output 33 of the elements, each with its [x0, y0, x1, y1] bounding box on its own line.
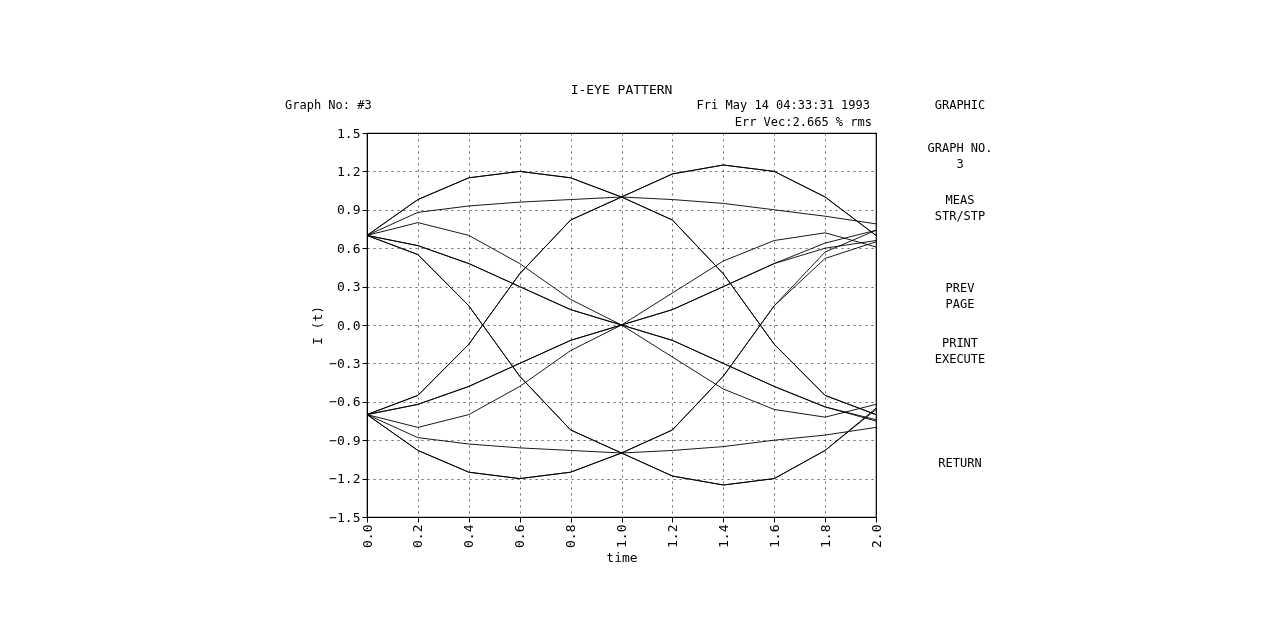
- y-tick-label: 0.9: [337, 202, 361, 218]
- y-tick-label: 0.0: [337, 317, 361, 333]
- y-tick-label: 0.6: [337, 240, 361, 256]
- text: RETURN: [938, 456, 982, 470]
- y-tick-label: −1.2: [329, 471, 361, 487]
- x-tick-label: 1.0: [614, 524, 629, 548]
- text: Err Vec:2.665 % rms: [734, 115, 872, 129]
- text: Fri May 14 04:33:31 1993: [696, 98, 870, 112]
- y-tick-label: −0.9: [329, 432, 361, 448]
- text: MEAS STR/STP: [934, 193, 986, 223]
- x-tick-label: 1.6: [766, 524, 782, 548]
- x-tick-label: 2.0: [868, 524, 884, 548]
- x-tick-label: 1.8: [817, 524, 833, 548]
- x-tick-label: 1.4: [715, 524, 731, 548]
- y-tick-label: −1.5: [329, 509, 361, 525]
- x-tick-label: 1.2: [664, 524, 680, 548]
- y-tick-label: −0.3: [329, 355, 361, 371]
- x-tick-label: 0.2: [410, 524, 426, 548]
- text: GRAPHIC: [934, 98, 986, 112]
- y-tick-label: 0.3: [337, 279, 361, 295]
- y-tick-label: 1.2: [337, 163, 361, 179]
- y-axis-title: I (t): [310, 305, 326, 346]
- y-tick-label: 1.5: [337, 125, 361, 141]
- y-tick-label: −0.6: [329, 394, 361, 410]
- x-tick-label: 0.6: [512, 524, 528, 548]
- text: PREV PAGE: [945, 281, 975, 311]
- x-tick-label: 0.8: [563, 524, 579, 548]
- text: GRAPH NO. 3: [927, 141, 993, 171]
- text: Graph No: #3: [285, 98, 372, 112]
- chart-title: I-EYE PATTERN: [570, 82, 673, 97]
- x-tick-label: 0.4: [461, 524, 477, 548]
- x-axis-title: time: [606, 549, 638, 565]
- text: PRINT EXECUTE: [934, 336, 986, 366]
